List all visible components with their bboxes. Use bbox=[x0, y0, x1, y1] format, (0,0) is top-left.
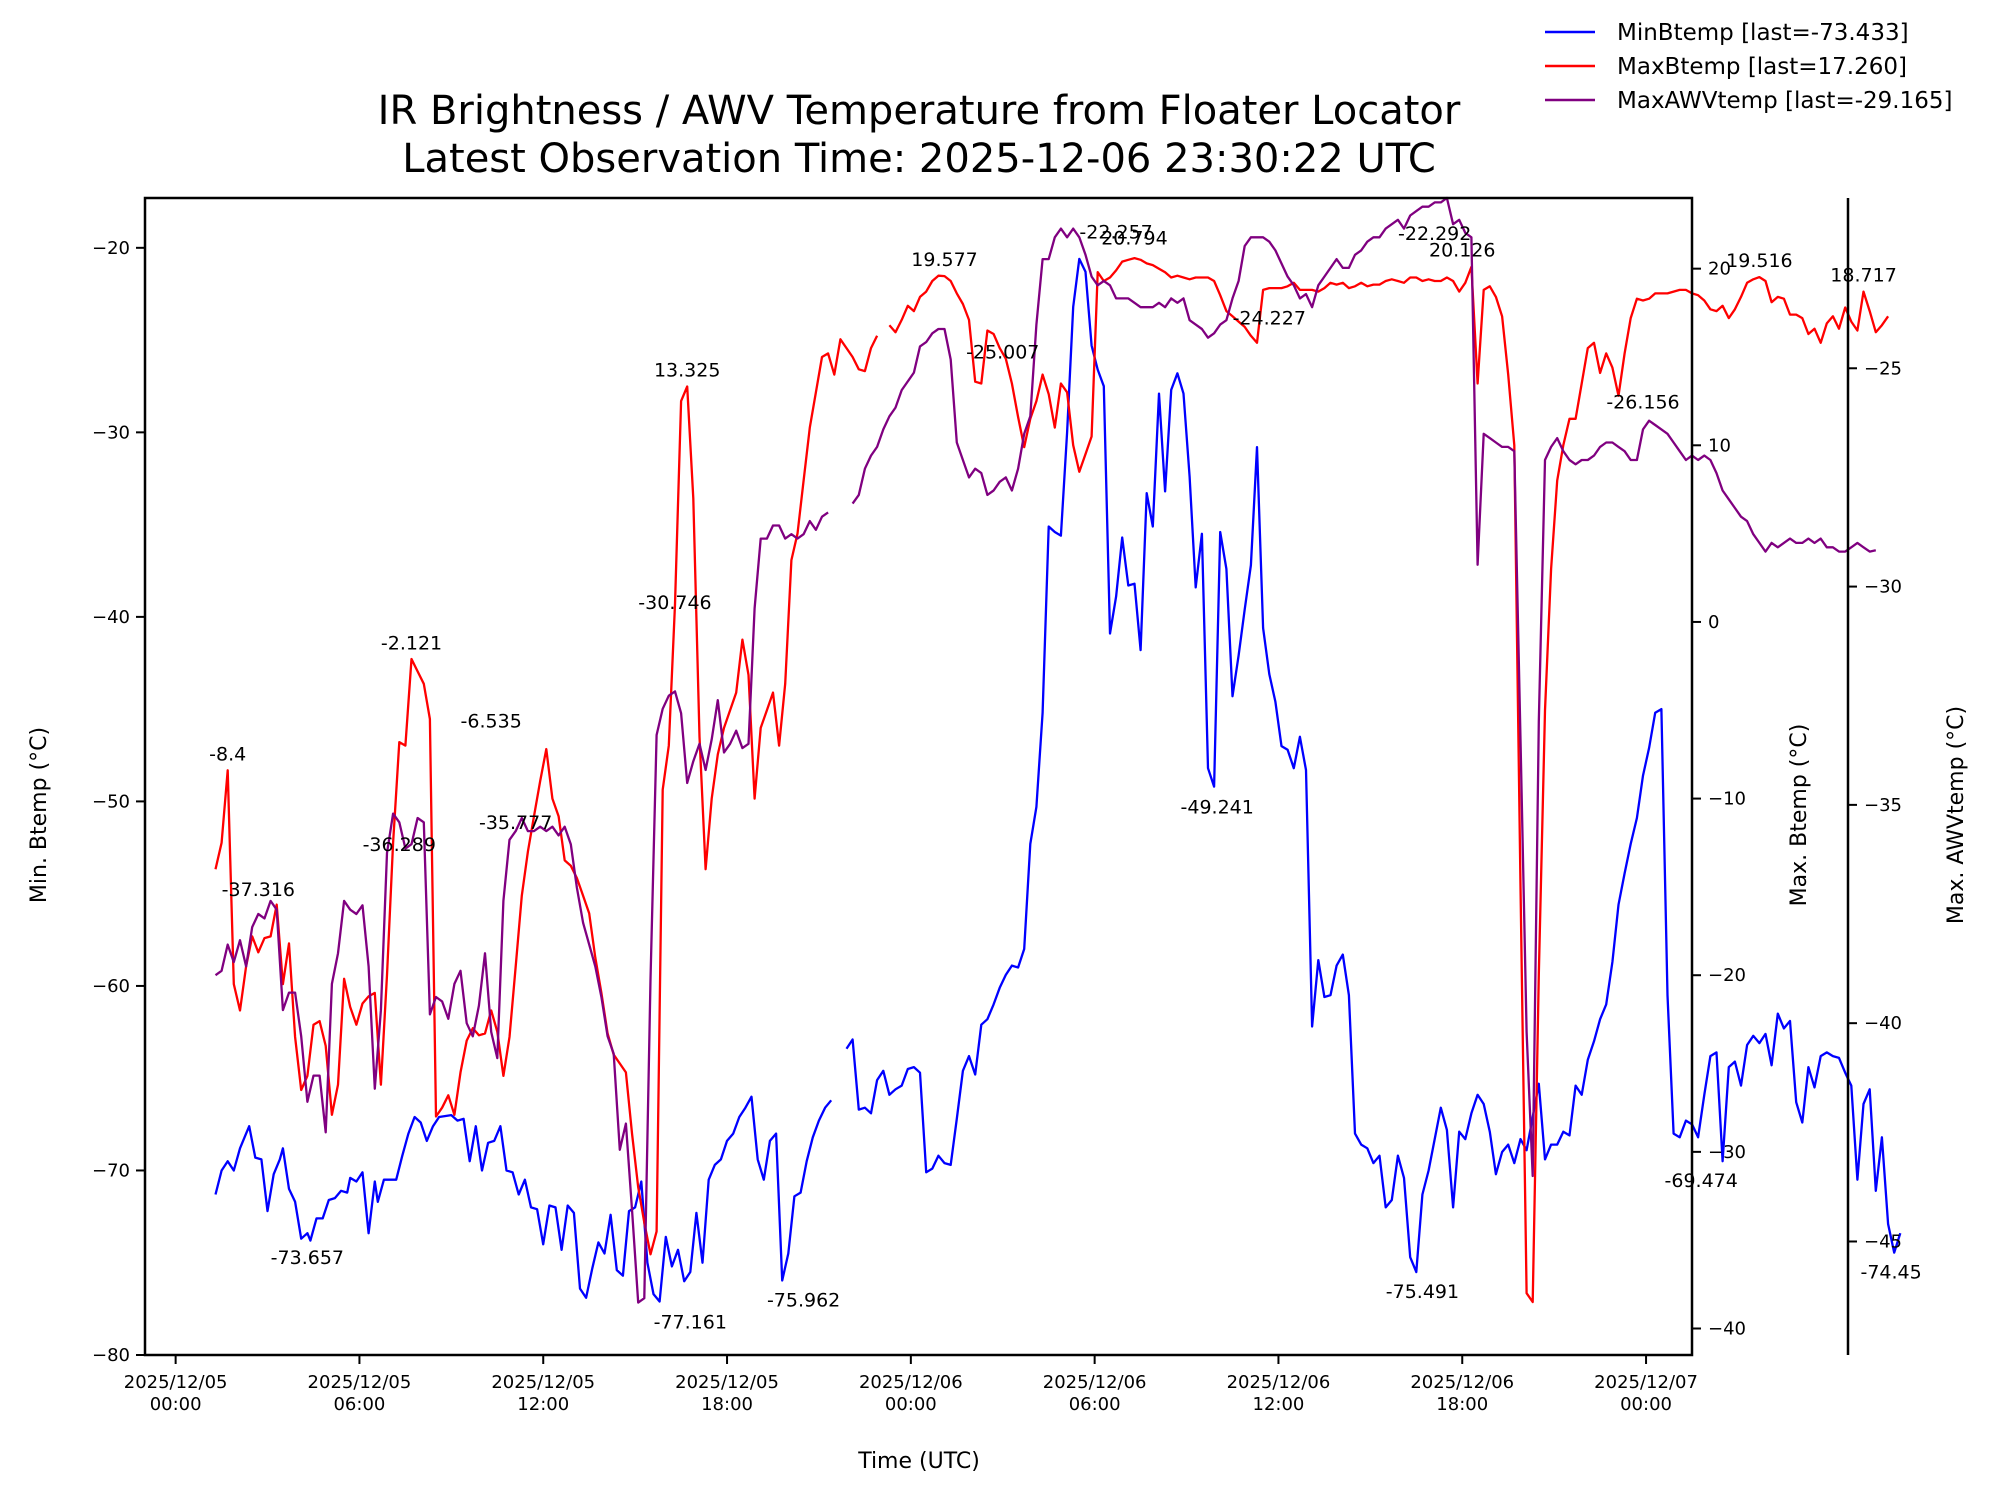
left-tick-label: −20 bbox=[92, 238, 130, 259]
legend-entry-MaxAWVtemp: MaxAWVtemp [last=-29.165] bbox=[1617, 88, 1952, 114]
annotation-label: -69.474 bbox=[1665, 1170, 1738, 1192]
annotation-label: -37.316 bbox=[222, 879, 295, 901]
series-line-MaxBtemp bbox=[888, 256, 1890, 1304]
chart-title: IR Brightness / AWV Temperature from Flo… bbox=[378, 88, 1461, 134]
x-tick-label: 2025/12/06 bbox=[1043, 1372, 1147, 1393]
right-tick-label: 20 bbox=[1708, 259, 1731, 280]
series-line-MaxBtemp bbox=[214, 335, 879, 1256]
series-line-MinBtemp bbox=[214, 1095, 833, 1303]
x-tick-label: 2025/12/05 bbox=[491, 1372, 595, 1393]
series-line-MinBtemp bbox=[845, 257, 1902, 1274]
annotation-label: -77.161 bbox=[654, 1312, 727, 1334]
right-tick-label: −20 bbox=[1708, 965, 1746, 986]
right2-axis-label: Max. AWVtemp (°C) bbox=[1944, 706, 1969, 924]
series-line-MaxAWVtemp bbox=[214, 511, 829, 1304]
x-tick-label: 12:00 bbox=[1253, 1394, 1305, 1415]
left-tick-label: −80 bbox=[92, 1345, 130, 1366]
right2-tick-label: −40 bbox=[1864, 1013, 1902, 1034]
annotation-label: -75.491 bbox=[1386, 1281, 1459, 1303]
annotation-label: -25.007 bbox=[966, 342, 1039, 364]
right-tick-label: −30 bbox=[1708, 1142, 1746, 1163]
annotation-label: 18.717 bbox=[1830, 264, 1896, 286]
left-tick-label: −40 bbox=[92, 607, 130, 628]
x-tick-label: 2025/12/05 bbox=[124, 1372, 228, 1393]
right2-tick-label: −30 bbox=[1864, 577, 1902, 598]
annotation-label: 13.325 bbox=[654, 360, 720, 382]
legend: MinBtemp [last=-73.433] MaxBtemp [last=17… bbox=[1545, 20, 1952, 114]
left-axis-label: Min. Btemp (°C) bbox=[27, 727, 52, 903]
annotation-label: -75.962 bbox=[767, 1289, 840, 1311]
right-tick-label: −40 bbox=[1708, 1319, 1746, 1340]
x-tick-label: 06:00 bbox=[1069, 1394, 1121, 1415]
annotation-label: -2.121 bbox=[381, 632, 442, 654]
right-axis-label: Max. Btemp (°C) bbox=[1787, 724, 1812, 907]
x-tick-label: 2025/12/05 bbox=[308, 1372, 412, 1393]
plot-frame bbox=[143, 196, 1694, 1357]
x-tick-label: 00:00 bbox=[150, 1394, 202, 1415]
right2-tick-label: −35 bbox=[1864, 795, 1902, 816]
right2-tick-label: −45 bbox=[1864, 1231, 1902, 1252]
x-tick-label: 00:00 bbox=[1620, 1394, 1672, 1415]
annotation-label: -30.746 bbox=[638, 592, 711, 614]
chart-subtitle: Latest Observation Time: 2025-12-06 23:3… bbox=[402, 136, 1436, 182]
annotation-label: 20.126 bbox=[1429, 239, 1495, 261]
annotation-label: 19.516 bbox=[1726, 250, 1792, 272]
left-tick-label: −70 bbox=[92, 1160, 130, 1181]
annotation-label: -8.4 bbox=[209, 743, 246, 765]
left-tick-label: −50 bbox=[92, 791, 130, 812]
annotation-label: 19.577 bbox=[911, 249, 977, 271]
x-tick-label: 18:00 bbox=[701, 1394, 753, 1415]
x-tick-label: 06:00 bbox=[333, 1394, 385, 1415]
right-tick-label: 0 bbox=[1708, 612, 1719, 633]
x-tick-label: 2025/12/07 bbox=[1594, 1372, 1698, 1393]
x-tick-label: 12:00 bbox=[517, 1394, 569, 1415]
annotation-label: -49.241 bbox=[1181, 796, 1254, 818]
annotation-label: -35.777 bbox=[479, 812, 552, 834]
right-tick-label: −10 bbox=[1708, 789, 1746, 810]
x-tick-label: 2025/12/06 bbox=[1227, 1372, 1331, 1393]
x-tick-label: 18:00 bbox=[1436, 1394, 1488, 1415]
annotation-label: -26.156 bbox=[1606, 392, 1679, 414]
x-axis-label: Time (UTC) bbox=[857, 1449, 980, 1474]
annotation-label: -6.535 bbox=[461, 710, 522, 732]
series-line-MaxAWVtemp bbox=[851, 196, 1877, 1178]
annotation-label: -74.45 bbox=[1860, 1262, 1921, 1284]
left-tick-label: −30 bbox=[92, 422, 130, 443]
annotation-label: 20.794 bbox=[1101, 228, 1167, 250]
annotation-label: -36.289 bbox=[363, 834, 436, 856]
annotation-label: -22.292 bbox=[1398, 223, 1471, 245]
x-tick-label: 2025/12/05 bbox=[675, 1372, 779, 1393]
annotation-label: -24.227 bbox=[1233, 308, 1306, 330]
x-tick-label: 00:00 bbox=[885, 1394, 937, 1415]
left-tick-label: −60 bbox=[92, 976, 130, 997]
right-tick-label: 10 bbox=[1708, 435, 1731, 456]
plot-area: 2025/12/0500:002025/12/0506:002025/12/05… bbox=[92, 196, 1922, 1415]
annotation-label: -22.257 bbox=[1079, 222, 1152, 244]
legend-entry-MaxBtemp: MaxBtemp [last=17.260] bbox=[1617, 54, 1907, 80]
legend-entry-MinBtemp: MinBtemp [last=-73.433] bbox=[1617, 20, 1909, 46]
annotation-label: -73.657 bbox=[271, 1247, 344, 1269]
right2-tick-label: −25 bbox=[1864, 358, 1902, 379]
x-tick-label: 2025/12/06 bbox=[1410, 1372, 1514, 1393]
x-tick-label: 2025/12/06 bbox=[859, 1372, 963, 1393]
